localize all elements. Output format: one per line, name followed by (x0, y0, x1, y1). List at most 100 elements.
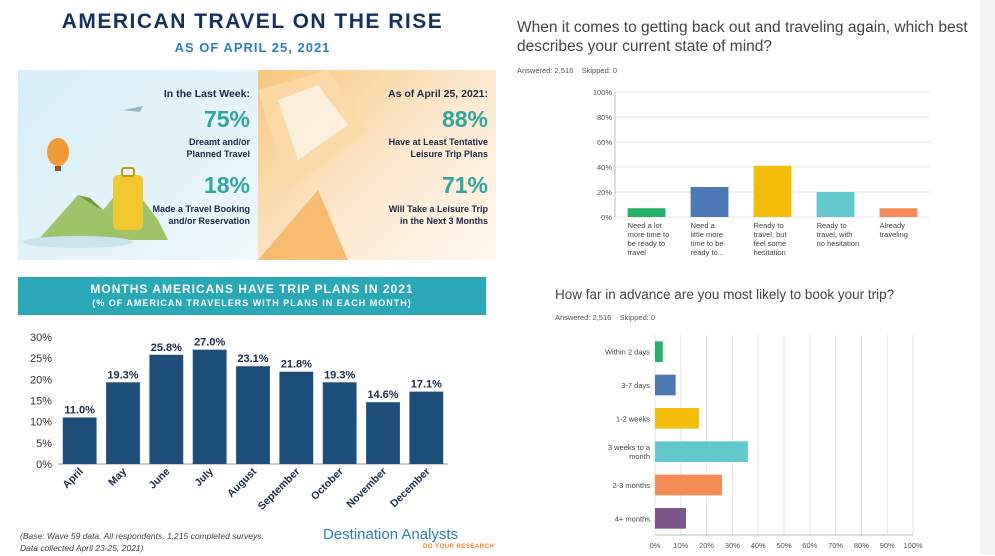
state-of-mind-chart: 0% 20% 40% 60% 80% 100% Need a lot more time to… (593, 88, 930, 257)
bar-option-4 (655, 441, 748, 462)
infographic-title: AMERICAN TRAVEL ON THE RISE (61, 10, 444, 33)
hot-air-balloon-icon (47, 138, 69, 166)
skipped-count: Skipped: 0 (581, 66, 618, 75)
x-tick-label: August (225, 465, 259, 499)
bar-answer-3 (753, 165, 792, 217)
edge-strip (980, 0, 995, 555)
stats-panel: In the Last Week: 75% Dreamt and/or Plan… (18, 70, 496, 260)
data-label: 14.6% (367, 389, 398, 401)
bar-answer-2 (690, 187, 729, 217)
bar-option-2 (655, 374, 676, 396)
x-tick-label: 50% (776, 541, 791, 550)
footnote: (Base: Wave 59 data. All respondents, 1,… (20, 531, 264, 553)
x-tick-label: 80% (854, 541, 869, 550)
months-bar-chart: 0% 5% 10% 15% 20% 25% 30% 11.0% April 19.3% May 25.… (30, 332, 448, 513)
x-tick-label: April (60, 466, 85, 491)
bar-december (409, 391, 444, 464)
data-label: 11.0% (64, 404, 95, 416)
logo-name: Destination Analysts (323, 526, 459, 543)
y-tick-label: 100% (593, 88, 613, 97)
dreamt-planned-text: Dreamt and/or Planned Travel (186, 137, 250, 159)
x-tick-label: September (256, 466, 303, 513)
travel-illustration (23, 106, 168, 248)
bar-option-5 (655, 474, 723, 496)
months-chart-subtitle: (% OF AMERICAN TRAVELERS WITH PLANS IN E… (92, 298, 412, 308)
airplane-icon (123, 106, 143, 112)
x-tick-label: 0% (650, 541, 661, 550)
logo-tagline: DO YOUR RESEARCH (423, 544, 495, 550)
x-tick-label: October (309, 466, 346, 503)
y-tick-label: 60% (597, 138, 612, 147)
infographic-subtitle: AS OF APRIL 25, 2021 (174, 40, 331, 55)
x-tick-label: 20% (699, 541, 714, 550)
y-tick-label: 5% (36, 438, 52, 450)
x-tick-label: 10% (673, 541, 688, 550)
y-tick-label: 4+ months (615, 514, 650, 523)
bar-july (192, 349, 227, 464)
x-tick-label: Need a little more time to be ready to... (691, 221, 724, 257)
data-label: 23.1% (237, 353, 268, 365)
x-tick-label: July (192, 466, 215, 489)
skipped-count: Skipped: 0 (619, 313, 656, 322)
y-tick-label: 2-3 months (612, 481, 650, 490)
y-tick-label: 40% (597, 163, 612, 172)
x-tick-label: Ready to travel, with no hesitation (817, 221, 860, 248)
x-tick-label: 90% (880, 541, 895, 550)
booking-pct: 18% (203, 172, 250, 198)
data-label: 19.3% (324, 369, 355, 381)
y-tick-label: 30% (30, 332, 52, 344)
data-label: 17.1% (411, 379, 442, 391)
booking-text: Made a Travel Booking and/or Reservation (152, 204, 250, 226)
data-label: 27.0% (194, 337, 225, 349)
tentative-plans-text: Have at Least Tentative Leisure Trip Pla… (388, 137, 488, 159)
dreamt-planned-pct: 75% (203, 106, 250, 132)
y-tick-label: 80% (597, 113, 612, 122)
bar-august (236, 366, 270, 464)
leisure-trip-pct: 71% (441, 172, 488, 198)
bar-june (149, 354, 184, 464)
tentative-plans-pct: 88% (441, 106, 488, 132)
y-tick-label: Within 2 days (605, 348, 650, 357)
y-tick-label: 25% (30, 353, 52, 365)
question-1-meta: Answered: 2,516 Skipped: 0 (517, 66, 617, 75)
data-label: 25.8% (151, 342, 182, 354)
x-tick-label: 60% (802, 541, 817, 550)
answered-count: Answered: 2,516 (517, 66, 574, 75)
x-tick-label: 70% (828, 541, 843, 550)
suitcase-icon (113, 175, 143, 230)
booking-advance-chart: 0% 10% 20% 30% 40% 50% 60% 70% 80% 90% 100% Within … (605, 335, 923, 550)
destination-analysts-logo: Destination Analysts DO YOUR RESEARCH (323, 526, 503, 556)
question-2-title: How far in advance are you most likely t… (555, 287, 895, 302)
x-tick-label: June (147, 466, 173, 492)
x-tick-label: 40% (751, 541, 766, 550)
x-tick-label: 100% (903, 541, 923, 550)
x-tick-label: Already traveling (880, 221, 908, 239)
bar-october (322, 382, 357, 464)
bar-answer-4 (816, 192, 855, 217)
months-chart-title: MONTHS AMERICANS HAVE TRIP PLANS IN 2021 (90, 282, 414, 296)
x-tick-label: December (388, 466, 432, 510)
bar-november (366, 402, 400, 464)
answered-count: Answered: 2,516 (555, 313, 612, 322)
question-2-meta: Answered: 2,516 Skipped: 0 (555, 313, 655, 322)
bar-september (279, 371, 314, 464)
last-week-panel: In the Last Week: 75% Dreamt and/or Plan… (18, 70, 258, 260)
y-tick-label: 0% (36, 459, 52, 471)
x-tick-label: Need a lot more time to be ready to travel (628, 221, 670, 257)
last-week-heading: In the Last Week: (163, 88, 250, 100)
y-tick-label: 1-2 weeks (616, 414, 650, 423)
question-1-title: When it comes to getting back out and tr… (517, 19, 968, 55)
months-chart-banner: MONTHS AMERICANS HAVE TRIP PLANS IN 2021… (18, 277, 486, 315)
y-tick-label: 20% (30, 374, 52, 386)
y-tick-label: 10% (30, 417, 52, 429)
bar-answer-5 (879, 208, 918, 217)
x-tick-label: Ready to travel, but feel some hesitation (754, 221, 788, 257)
y-tick-label: 3-7 days (621, 381, 650, 390)
bar-option-6 (655, 508, 686, 529)
data-label: 21.8% (281, 359, 312, 371)
bar-option-1 (655, 341, 663, 362)
x-tick-label: 30% (725, 541, 740, 550)
y-tick-label: 0% (601, 213, 612, 222)
beach-umbrella-illustration (258, 70, 368, 260)
x-tick-label: November (344, 466, 389, 511)
